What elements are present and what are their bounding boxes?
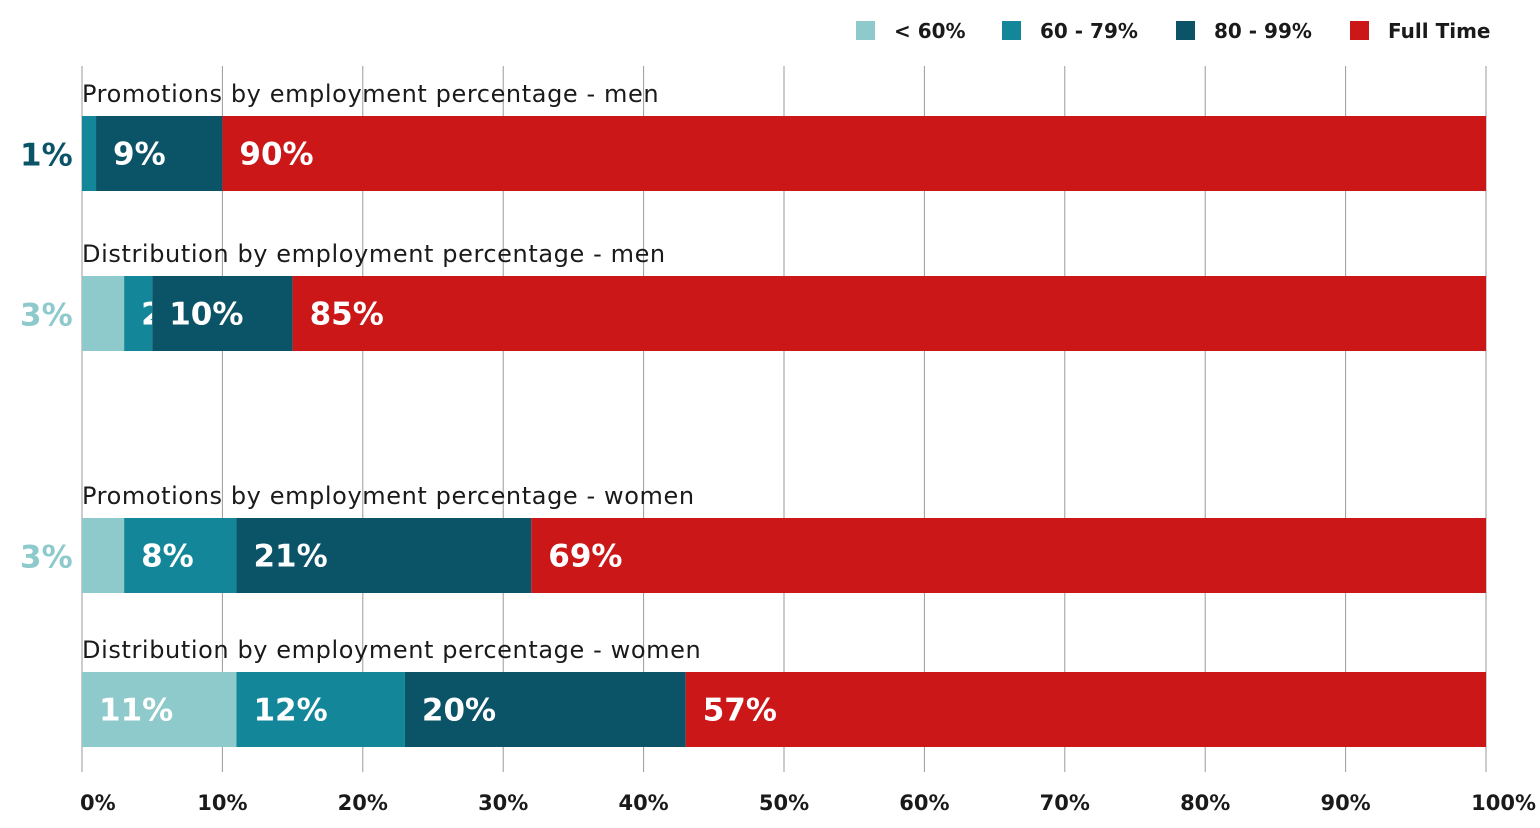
bar-group: Promotions by employment percentage - wo…: [20, 482, 1486, 593]
outside-label: 3%: [20, 298, 73, 334]
x-tick-label: 0%: [80, 791, 116, 815]
bar-title: Distribution by employment percentage - …: [82, 636, 701, 664]
outside-label: 3%: [20, 540, 73, 576]
bar-segment: [82, 518, 125, 593]
x-axis-ticks: 0% 10% 20% 30% 40% 50% 60% 70% 80% 90% 100%: [80, 791, 1536, 815]
x-tick-label: 50%: [759, 791, 809, 815]
segment-label: 69%: [548, 539, 622, 575]
segment-label: 20%: [422, 693, 496, 729]
outside-label: 1%: [20, 138, 73, 174]
bar-group: Distribution by employment percentage - …: [82, 636, 1486, 747]
legend-label: 60 - 79%: [1040, 19, 1138, 43]
legend-swatch: [1002, 21, 1021, 40]
segment-label: 12%: [253, 693, 327, 729]
bars: Promotions by employment percentage - me…: [20, 80, 1487, 747]
bar-segment: [124, 276, 153, 351]
bar-segment: [531, 518, 1486, 593]
legend-swatch: [1176, 21, 1195, 40]
bar-segment: [124, 518, 237, 593]
bar-segment: [685, 672, 1486, 747]
bar-segment: [82, 672, 237, 747]
bar-title: Promotions by employment percentage - wo…: [82, 482, 695, 510]
x-tick-label: 80%: [1180, 791, 1230, 815]
bar-segment: [292, 276, 1487, 351]
bar-title: Distribution by employment percentage - …: [82, 240, 666, 268]
segment-label: 21%: [253, 539, 327, 575]
bar-segment: [222, 116, 1486, 191]
bar-segment: [236, 518, 532, 593]
bar-segment: [152, 276, 293, 351]
bar-title: Promotions by employment percentage - me…: [82, 80, 659, 108]
x-tick-label: 30%: [478, 791, 528, 815]
segment-label: 9%: [113, 137, 166, 173]
legend-label: Full Time: [1388, 19, 1490, 43]
segment-label: 11%: [99, 693, 173, 729]
bar-group: Distribution by employment percentage - …: [20, 240, 1487, 351]
segment-label: 90%: [239, 137, 313, 173]
legend-label: < 60%: [894, 19, 966, 43]
segment-label: 57%: [703, 693, 777, 729]
legend: < 60% 60 - 79% 80 - 99% Full Time: [856, 19, 1490, 43]
x-tick-label: 40%: [618, 791, 668, 815]
x-tick-label: 60%: [899, 791, 949, 815]
x-tick-label: 20%: [338, 791, 388, 815]
bar-segment: [96, 116, 223, 191]
bar-segment: [236, 672, 405, 747]
bar-segment: [82, 116, 97, 191]
x-tick-label: 100%: [1471, 791, 1536, 815]
legend-label: 80 - 99%: [1214, 19, 1312, 43]
legend-swatch: [856, 21, 875, 40]
legend-swatch: [1350, 21, 1369, 40]
segment-label: 85%: [310, 297, 384, 333]
bar-group: Promotions by employment percentage - me…: [20, 80, 1486, 191]
bar-segment: [404, 672, 686, 747]
segment-label: 10%: [169, 297, 243, 333]
x-tick-label: 70%: [1040, 791, 1090, 815]
x-tick-label: 90%: [1320, 791, 1370, 815]
x-tick-label: 10%: [197, 791, 247, 815]
segment-label: 8%: [141, 539, 194, 575]
bar-segment: [82, 276, 125, 351]
